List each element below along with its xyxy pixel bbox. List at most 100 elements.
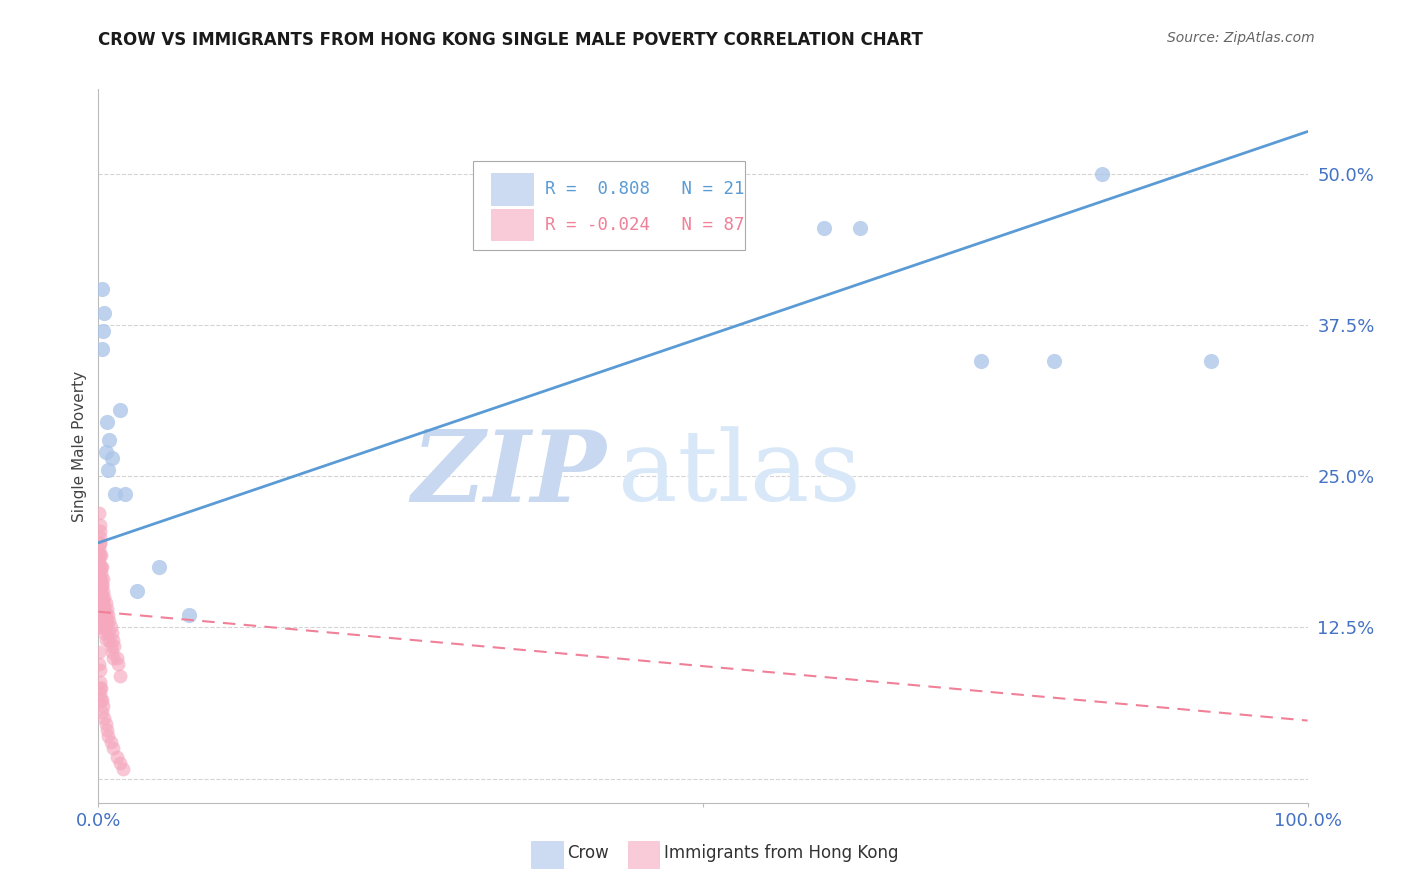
Point (89, 657, 111, 671)
Point (89, 602, 111, 616)
Point (1199, 354, 1222, 368)
Text: R = -0.024   N = 87: R = -0.024 N = 87 (544, 216, 744, 234)
Point (91, 560, 114, 574)
Point (96, 602, 118, 616)
Point (87, 541, 110, 556)
FancyBboxPatch shape (531, 841, 562, 869)
Point (101, 650, 124, 665)
Point (108, 756, 131, 770)
Point (93, 306, 115, 320)
Point (89, 674, 111, 689)
FancyBboxPatch shape (474, 161, 745, 250)
Point (91, 615, 114, 629)
Point (94, 608, 117, 623)
Point (91, 578, 114, 592)
Text: CROW VS IMMIGRANTS FROM HONG KONG SINGLE MALE POVERTY CORRELATION CHART: CROW VS IMMIGRANTS FROM HONG KONG SINGLE… (98, 31, 924, 49)
Point (100, 645, 122, 659)
Point (93, 711, 115, 725)
Point (90, 620, 112, 634)
Point (91, 324, 114, 338)
Point (91, 615, 114, 629)
Point (90, 548, 112, 562)
Point (94, 445, 117, 459)
Point (89, 535, 111, 549)
Point (101, 632, 124, 647)
Point (105, 650, 128, 665)
Point (104, 487, 127, 501)
Point (91, 602, 114, 616)
Point (90, 566, 112, 580)
Point (94, 596, 117, 610)
Point (108, 669, 131, 683)
Point (101, 741, 124, 756)
Point (849, 221, 872, 235)
Point (94, 632, 117, 647)
Text: Crow: Crow (568, 845, 609, 863)
Point (96, 415, 118, 429)
Point (100, 735, 122, 749)
Point (89, 560, 111, 574)
Y-axis label: Single Male Poverty: Single Male Poverty (72, 370, 87, 522)
Point (97, 608, 120, 623)
Point (127, 584, 149, 599)
Point (91, 596, 114, 610)
Point (90, 693, 112, 707)
Point (91, 578, 114, 592)
Point (94, 616, 117, 631)
Point (90, 681, 112, 695)
Point (107, 657, 129, 671)
Point (94, 717, 117, 731)
FancyBboxPatch shape (492, 173, 533, 205)
FancyBboxPatch shape (492, 209, 533, 241)
Point (100, 639, 122, 653)
Point (89, 592, 111, 607)
Point (98, 632, 121, 647)
Point (91, 596, 114, 610)
Point (179, 608, 201, 623)
Point (1042, 354, 1064, 368)
Point (98, 615, 121, 629)
Point (97, 626, 120, 640)
Point (90, 584, 112, 599)
Point (89, 681, 111, 695)
Text: atlas: atlas (619, 426, 860, 523)
Point (1091, 167, 1114, 181)
Point (91, 590, 114, 604)
Point (89, 530, 111, 544)
Point (89, 687, 111, 701)
FancyBboxPatch shape (628, 841, 659, 869)
Point (93, 590, 115, 604)
Point (89, 554, 111, 568)
Point (89, 548, 111, 562)
Text: ZIP: ZIP (412, 426, 606, 523)
Point (91, 693, 114, 707)
Point (97, 463, 120, 477)
Point (970, 354, 993, 368)
Point (100, 451, 122, 466)
Point (90, 560, 112, 574)
Point (93, 620, 115, 634)
Point (91, 608, 114, 623)
Point (90, 620, 112, 634)
Point (100, 620, 122, 634)
Point (114, 487, 136, 501)
Point (148, 560, 170, 574)
Point (91, 572, 114, 586)
Point (90, 596, 112, 610)
Point (87, 506, 110, 520)
Point (96, 615, 118, 629)
Point (813, 221, 835, 235)
Point (91, 584, 114, 599)
Point (89, 535, 111, 549)
Point (87, 566, 110, 580)
Point (89, 517, 111, 532)
Point (111, 762, 134, 776)
Point (100, 626, 122, 640)
Point (98, 433, 121, 447)
Point (87, 645, 110, 659)
Point (89, 548, 111, 562)
Point (105, 749, 128, 764)
Text: Immigrants from Hong Kong: Immigrants from Hong Kong (664, 845, 898, 863)
Point (108, 402, 131, 417)
Point (90, 608, 112, 623)
